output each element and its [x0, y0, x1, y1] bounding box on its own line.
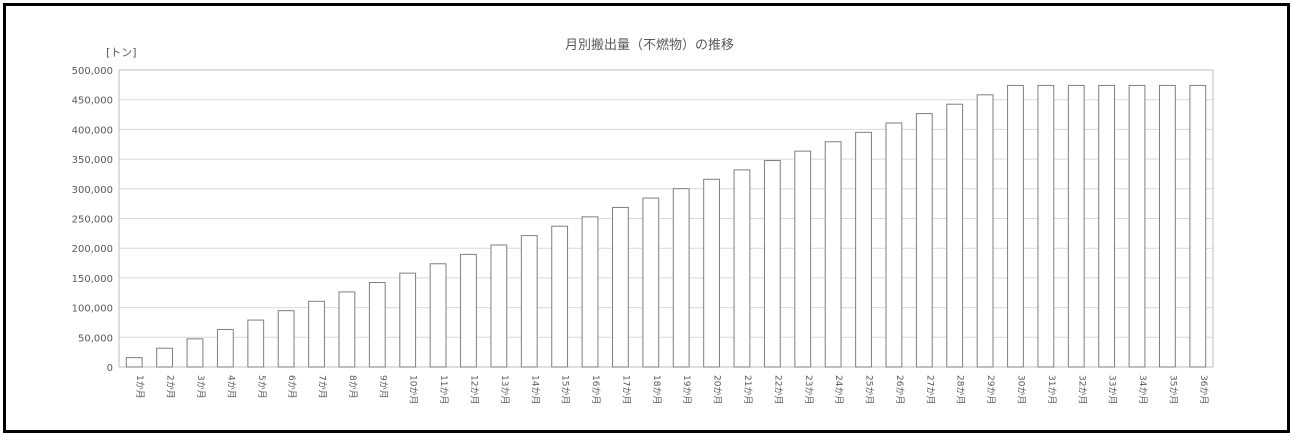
x-tick-label: 23か月	[803, 375, 814, 404]
y-tick-label: 500,000	[72, 66, 113, 77]
bar	[794, 150, 812, 368]
bar	[581, 216, 599, 368]
y-tick-label: 100,000	[72, 304, 113, 315]
x-tick-label: 31か月	[1046, 375, 1057, 404]
bar	[490, 244, 508, 368]
x-tick-label: 35か月	[1167, 375, 1178, 404]
y-tick-label: 0	[107, 363, 113, 374]
bar	[672, 188, 690, 368]
x-tick-label: 33か月	[1107, 375, 1118, 404]
bar	[915, 113, 933, 368]
x-tick-label: 7か月	[317, 375, 328, 399]
bar	[1037, 84, 1055, 368]
x-tick-label: 21か月	[742, 375, 753, 404]
x-tick-label: 24か月	[833, 375, 844, 404]
x-tick-label: 19か月	[681, 375, 692, 404]
x-tick-label: 25か月	[864, 375, 875, 404]
x-tick-label: 30か月	[1015, 375, 1026, 404]
bar	[1007, 84, 1024, 368]
bar	[125, 357, 143, 368]
bar	[308, 300, 325, 368]
bar	[186, 338, 204, 368]
bar	[976, 94, 994, 368]
x-tick-label: 32か月	[1076, 375, 1087, 404]
bar	[824, 141, 842, 368]
bar	[1159, 84, 1176, 368]
bar	[551, 225, 569, 368]
x-tick-label: 16か月	[590, 375, 601, 404]
bar	[399, 272, 417, 368]
x-tick-label: 12か月	[468, 375, 479, 404]
x-tick-label: 36か月	[1198, 375, 1209, 404]
chart-title: 月別搬出量（不燃物）の推移	[564, 38, 734, 53]
bar	[885, 122, 903, 368]
bar	[855, 131, 872, 368]
plot-area	[118, 69, 1214, 368]
y-axis-unit-label: [トン]	[106, 46, 137, 59]
x-tick-label: 17か月	[620, 375, 631, 404]
bar	[338, 291, 356, 368]
x-tick-label: 1か月	[134, 375, 145, 399]
x-tick-label: 15か月	[560, 375, 571, 404]
bar	[946, 103, 964, 368]
y-tick-label: 200,000	[72, 244, 113, 255]
y-tick-label: 400,000	[72, 125, 113, 136]
bar	[520, 235, 538, 368]
x-tick-label: 18か月	[651, 375, 662, 404]
x-tick-label: 8か月	[347, 375, 358, 399]
x-tick-label: 6か月	[286, 375, 297, 399]
y-tick-label: 150,000	[72, 274, 113, 285]
bar	[460, 253, 477, 368]
bar	[733, 169, 751, 368]
x-tick-label: 26か月	[894, 375, 905, 404]
bar	[763, 160, 781, 368]
x-tick-label: 9か月	[377, 375, 388, 399]
x-tick-label: 29か月	[985, 375, 996, 404]
x-tick-label: 22か月	[772, 375, 783, 404]
x-tick-label: 34か月	[1137, 375, 1148, 404]
x-tick-label: 28か月	[955, 375, 966, 404]
bar	[368, 282, 386, 368]
y-tick-label: 50,000	[78, 333, 113, 344]
x-tick-label: 27か月	[924, 375, 935, 404]
x-tick-label: 13か月	[499, 375, 510, 404]
y-tick-label: 250,000	[72, 215, 113, 226]
x-tick-label: 20か月	[712, 375, 723, 404]
bar	[703, 178, 720, 368]
x-tick-label: 5か月	[256, 375, 267, 399]
bar	[216, 328, 234, 368]
bar	[1098, 84, 1116, 368]
x-tick-label: 2か月	[165, 375, 176, 399]
bar	[1189, 84, 1207, 368]
bar	[642, 197, 660, 368]
bar	[612, 206, 629, 368]
bar	[1128, 84, 1146, 368]
bar	[1067, 84, 1085, 368]
x-tick-label: 3か月	[195, 375, 206, 399]
y-tick-label: 450,000	[72, 96, 113, 107]
x-tick-label: 14か月	[529, 375, 540, 404]
x-tick-label: 10か月	[408, 375, 419, 404]
bar	[156, 347, 173, 368]
y-tick-label: 350,000	[72, 155, 113, 166]
y-tick-label: 300,000	[72, 185, 113, 196]
bar	[429, 263, 447, 368]
bar	[277, 310, 295, 368]
x-tick-label: 11か月	[438, 375, 449, 404]
x-tick-label: 4か月	[225, 375, 236, 399]
bar	[247, 319, 265, 368]
